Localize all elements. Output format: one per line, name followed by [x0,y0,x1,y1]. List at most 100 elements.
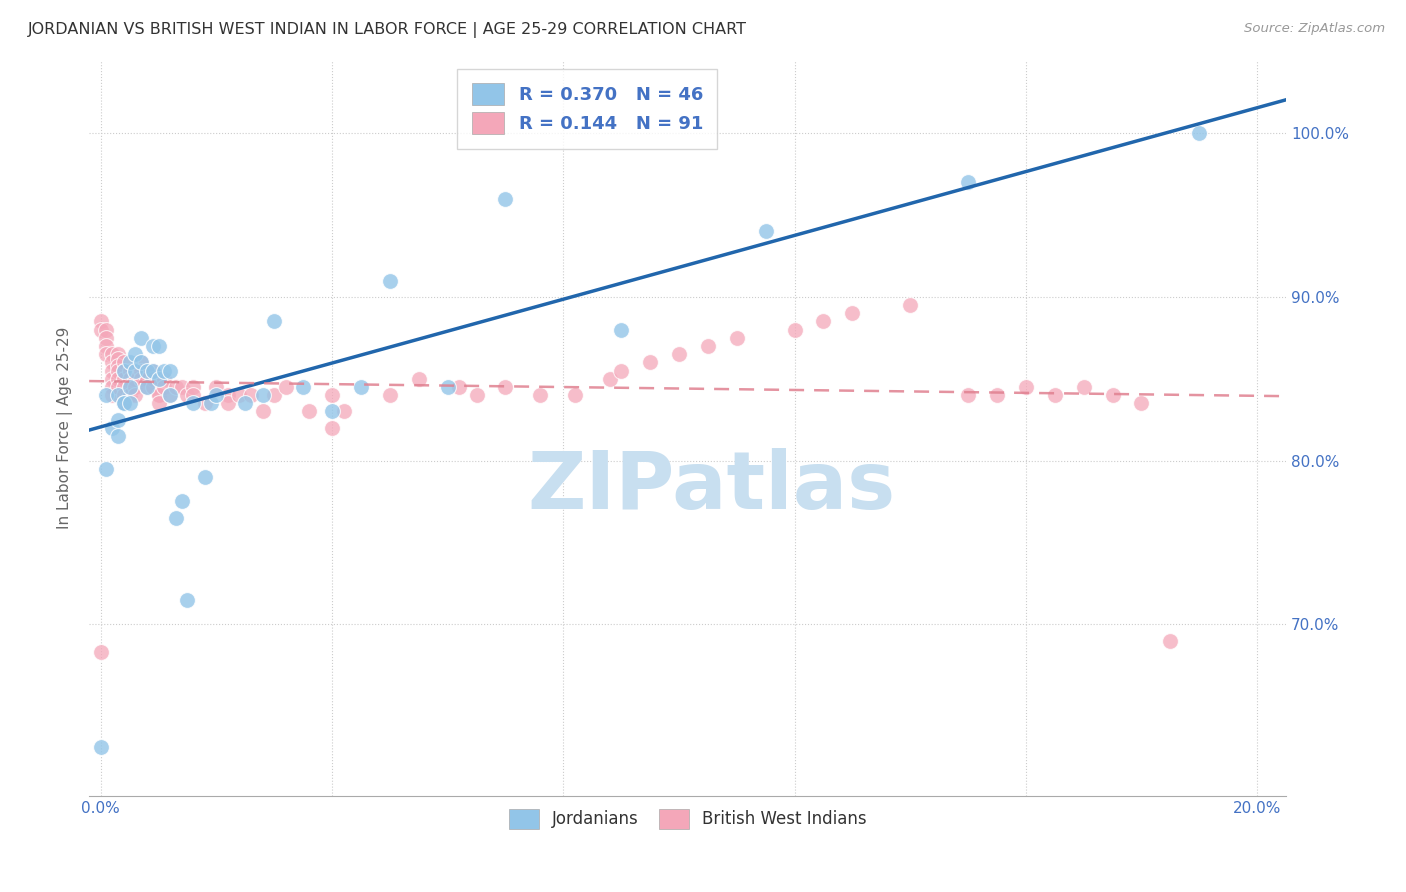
Point [240,388,263,402]
Point [321,388,343,402]
Point [124,388,146,402]
Point [783,323,806,337]
Point [112,396,135,410]
Point [170,380,193,394]
Point [90,323,112,337]
Point [725,331,748,345]
Point [142,380,165,394]
Point [124,363,146,377]
Point [136,380,159,394]
Point [233,396,256,410]
Point [252,404,274,418]
Point [564,388,586,402]
Point [118,363,141,377]
Point [142,372,165,386]
Point [107,429,129,443]
Point [107,412,129,426]
Point [1015,380,1038,394]
Point [898,298,921,312]
Point [90,739,112,754]
Point [668,347,690,361]
Point [170,494,193,508]
Point [148,388,170,402]
Point [321,404,343,418]
Point [181,396,204,410]
Point [129,355,152,369]
Point [494,380,516,394]
Point [494,192,516,206]
Point [1073,380,1095,394]
Point [449,380,471,394]
Point [165,511,187,525]
Point [217,396,239,410]
Point [96,331,118,345]
Point [107,372,129,386]
Point [90,645,112,659]
Point [159,388,181,402]
Point [142,363,165,377]
Point [153,380,176,394]
Point [90,314,112,328]
Point [101,380,124,394]
Point [610,323,633,337]
Point [638,355,661,369]
Point [107,359,129,373]
Point [112,396,135,410]
Text: Source: ZipAtlas.com: Source: ZipAtlas.com [1244,22,1385,36]
Point [181,380,204,394]
Point [252,388,274,402]
Point [148,388,170,402]
Point [101,421,124,435]
Point [112,363,135,377]
Point [1159,633,1181,648]
Point [1101,388,1123,402]
Point [1130,396,1153,410]
Point [205,388,228,402]
Point [112,372,135,386]
Point [101,372,124,386]
Point [118,380,141,394]
Point [755,224,778,238]
Point [96,388,118,402]
Point [228,388,250,402]
Point [101,347,124,361]
Point [124,380,146,394]
Point [136,363,159,377]
Point [101,355,124,369]
Point [841,306,863,320]
Point [529,388,551,402]
Text: JORDANIAN VS BRITISH WEST INDIAN IN LABOR FORCE | AGE 25-29 CORRELATION CHART: JORDANIAN VS BRITISH WEST INDIAN IN LABO… [28,22,747,38]
Point [159,363,181,377]
Point [118,372,141,386]
Point [599,372,621,386]
Point [378,388,401,402]
Point [194,470,217,484]
Point [205,380,228,394]
Point [298,404,321,418]
Point [321,421,343,435]
Point [956,388,979,402]
Point [124,347,146,361]
Point [129,331,152,345]
Point [107,388,129,402]
Point [112,396,135,410]
Point [408,372,430,386]
Point [696,339,718,353]
Point [129,355,152,369]
Point [112,355,135,369]
Point [181,388,204,402]
Point [107,363,129,377]
Point [813,314,835,328]
Point [956,175,979,189]
Point [1043,388,1066,402]
Point [112,380,135,394]
Point [153,363,176,377]
Point [136,363,159,377]
Point [176,592,198,607]
Point [263,388,285,402]
Point [118,380,141,394]
Point [332,404,354,418]
Point [118,396,141,410]
Point [118,355,141,369]
Point [350,380,373,394]
